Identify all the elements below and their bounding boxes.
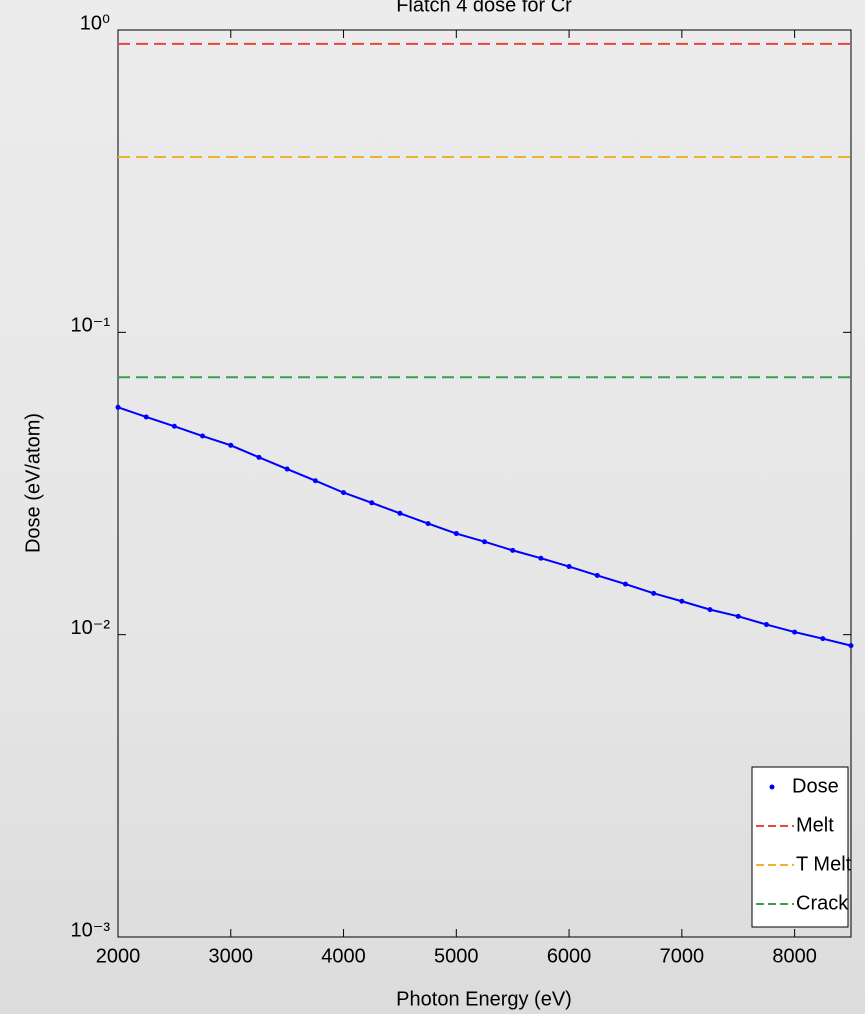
dose-point	[735, 613, 741, 619]
chart-title: Flatch 4 dose for Cr	[396, 0, 572, 16]
dose-point	[425, 521, 431, 527]
x-tick-label: 4000	[321, 945, 366, 967]
dose-point	[341, 490, 347, 496]
dose-point	[228, 442, 234, 448]
legend-box	[751, 766, 849, 928]
dose-point	[763, 622, 769, 628]
dose-point	[679, 598, 685, 604]
dose-point	[256, 454, 262, 460]
dose-point	[651, 590, 657, 596]
y-tick-label: 10⁻¹	[71, 315, 111, 337]
legend-label: Crack	[796, 892, 849, 914]
legend-marker	[769, 784, 775, 790]
legend-label: T Melt	[796, 853, 852, 875]
x-axis-label: Photon Energy (eV)	[396, 988, 572, 1010]
legend-label: Dose	[792, 775, 839, 797]
dose-point	[171, 423, 177, 429]
y-tick-label: 10⁰	[80, 12, 110, 34]
x-tick-label: 7000	[660, 945, 705, 967]
dose-point	[312, 478, 318, 484]
x-tick-label: 2000	[96, 945, 141, 967]
y-tick-label: 10⁻³	[71, 919, 111, 941]
dose-point	[115, 404, 121, 410]
dose-point	[397, 510, 403, 516]
x-tick-label: 8000	[772, 945, 817, 967]
dose-point	[707, 607, 713, 613]
dose-point	[820, 636, 826, 642]
dose-point	[453, 531, 459, 537]
dose-point	[143, 414, 149, 420]
dose-point	[622, 581, 628, 587]
dose-point	[369, 500, 375, 506]
dose-point	[482, 539, 487, 545]
x-tick-label: 6000	[547, 945, 592, 967]
y-tick-label: 10⁻²	[71, 617, 111, 639]
legend-label: Melt	[796, 814, 834, 836]
dose-point	[848, 643, 854, 649]
dose-point	[538, 555, 544, 561]
dose-point	[510, 547, 516, 553]
dose-point	[284, 466, 290, 472]
plot-frame	[117, 29, 852, 938]
dose-point	[792, 629, 798, 635]
dose-point	[566, 564, 572, 570]
x-tick-label: 5000	[434, 945, 479, 967]
y-axis-label: Dose (eV/atom)	[22, 413, 44, 553]
x-tick-label: 3000	[209, 945, 254, 967]
dose-point	[594, 572, 600, 578]
dose-point	[200, 433, 206, 439]
